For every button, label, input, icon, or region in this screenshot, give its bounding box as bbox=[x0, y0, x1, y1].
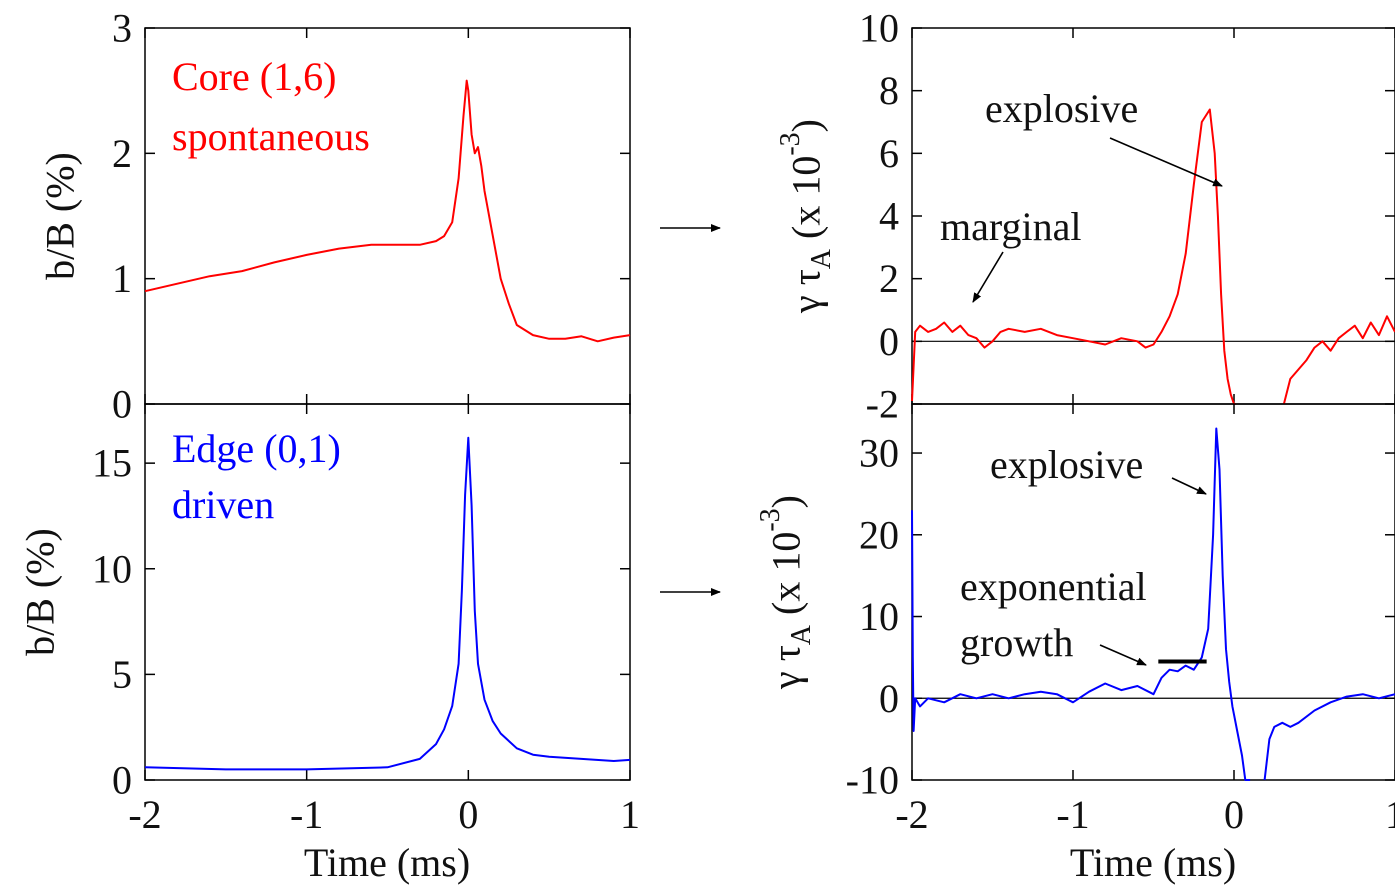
y-tick-label: 8 bbox=[879, 68, 899, 113]
x-tick-label: 1 bbox=[1385, 792, 1395, 837]
annotation-growth: growth bbox=[960, 620, 1073, 665]
y-axis-label: γ τA (x 10-3) bbox=[775, 119, 837, 314]
y-tick-label: -10 bbox=[846, 758, 899, 803]
series-line bbox=[144, 79, 631, 343]
legend-line-1: Edge (0,1) bbox=[172, 426, 341, 471]
x-tick-label: -2 bbox=[128, 792, 161, 837]
arrow-explosive bbox=[1109, 137, 1223, 187]
data-layer: 0 1 2 3 bbox=[112, 6, 631, 427]
y-axis-label: b/B (%) bbox=[18, 528, 63, 656]
series-line bbox=[911, 427, 1251, 781]
y-axis-label: γ τA (x 10-3) bbox=[755, 495, 817, 690]
y-tick-label: 0 bbox=[879, 319, 899, 364]
y-tick-label: 6 bbox=[879, 131, 899, 176]
y-tick-label: 0 bbox=[112, 382, 132, 427]
data-layer: -2 0 2 4 6 8 10 bbox=[859, 6, 1395, 427]
arrow-explosive bbox=[1171, 477, 1207, 495]
legend-line-2: driven bbox=[172, 482, 274, 527]
x-tick-label: 1 bbox=[620, 792, 640, 837]
panel-core-gamma: -2 0 2 4 6 8 10 γ τA (x 10-3) explosive margin… bbox=[775, 6, 1395, 427]
y-tick-label: 20 bbox=[859, 512, 899, 557]
series-line bbox=[1263, 693, 1395, 781]
x-tick-label: 0 bbox=[458, 792, 478, 837]
y-tick-label: 10 bbox=[859, 594, 899, 639]
annotation-explosive: explosive bbox=[990, 442, 1143, 487]
x-axis-label: Time (ms) bbox=[1070, 840, 1236, 885]
y-tick-label: 4 bbox=[879, 194, 899, 239]
x-tick-label: -1 bbox=[290, 792, 323, 837]
x-tick-label: -1 bbox=[1056, 792, 1089, 837]
y-axis-label: b/B (%) bbox=[38, 152, 83, 280]
y-tick-label: 2 bbox=[879, 256, 899, 301]
y-tick-label: 2 bbox=[112, 131, 132, 176]
series-line bbox=[144, 436, 631, 771]
y-tick-label: 30 bbox=[859, 431, 899, 476]
y-tick-label: 5 bbox=[112, 652, 132, 697]
x-tick-label: 0 bbox=[1224, 792, 1244, 837]
x-tick-label: -2 bbox=[895, 792, 928, 837]
legend-line-1: Core (1,6) bbox=[172, 54, 336, 99]
y-tick-label: 10 bbox=[859, 6, 899, 51]
y-tick-label: -2 bbox=[866, 382, 899, 427]
arrow-growth bbox=[1099, 644, 1147, 666]
arrow-marginal bbox=[972, 251, 1004, 303]
annotation-exponential: exponential bbox=[960, 564, 1147, 609]
data-layer: 0 5 10 15 -2 -1 0 1 bbox=[92, 404, 640, 837]
panel-core-b: 0 1 2 3 b/B (%) Core (1,6) spontaneous bbox=[38, 6, 631, 427]
x-axis-label: Time (ms) bbox=[304, 840, 470, 885]
annotation-explosive: explosive bbox=[985, 86, 1138, 131]
y-tick-label: 1 bbox=[112, 256, 132, 301]
series-line bbox=[1282, 315, 1395, 405]
y-tick-label: 0 bbox=[112, 758, 132, 803]
panel-edge-b: 0 5 10 15 -2 -1 0 1 b/B (%) Time (ms) Edge (0,1… bbox=[18, 403, 640, 885]
annotation-marginal: marginal bbox=[940, 204, 1081, 249]
plot-frame bbox=[144, 403, 631, 781]
y-tick-label: 3 bbox=[112, 6, 132, 51]
legend-line-2: spontaneous bbox=[172, 114, 370, 159]
y-tick-label: 0 bbox=[879, 676, 899, 721]
y-tick-label: 15 bbox=[92, 441, 132, 486]
series-line bbox=[911, 108, 1236, 405]
y-tick-label: 10 bbox=[92, 546, 132, 591]
